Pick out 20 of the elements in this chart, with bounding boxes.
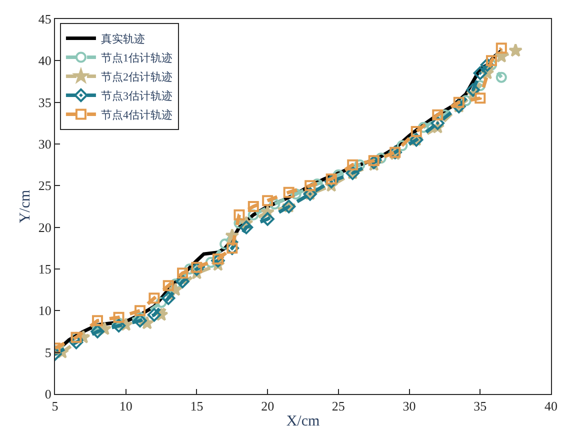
x-tick-label: 25 [332, 398, 345, 414]
y-tick-label: 0 [44, 386, 52, 402]
y-axis-title: Y/cm [18, 190, 34, 224]
y-tick-label: 5 [44, 344, 52, 360]
y-tick-label: 20 [38, 220, 52, 235]
y-tick-label: 30 [38, 136, 52, 152]
x-tick-label: 30 [402, 398, 416, 414]
x-axis-title: X/cm [286, 414, 320, 430]
y-tick-label: 25 [38, 178, 52, 194]
x-tick-label: 10 [119, 398, 132, 414]
x-tick-label: 20 [261, 398, 274, 414]
y-tick-label: 35 [38, 94, 52, 110]
y-tick-label: 45 [38, 12, 52, 27]
y-tick-label: 40 [38, 53, 52, 68]
x-tick-label: 35 [474, 398, 487, 414]
y-tick-label: 10 [38, 303, 52, 318]
legend-label: 真实轨迹 [100, 32, 145, 46]
x-tick-label: 15 [190, 398, 204, 414]
y-tick-label: 15 [38, 262, 52, 277]
x-tick-label: 40 [544, 398, 558, 414]
